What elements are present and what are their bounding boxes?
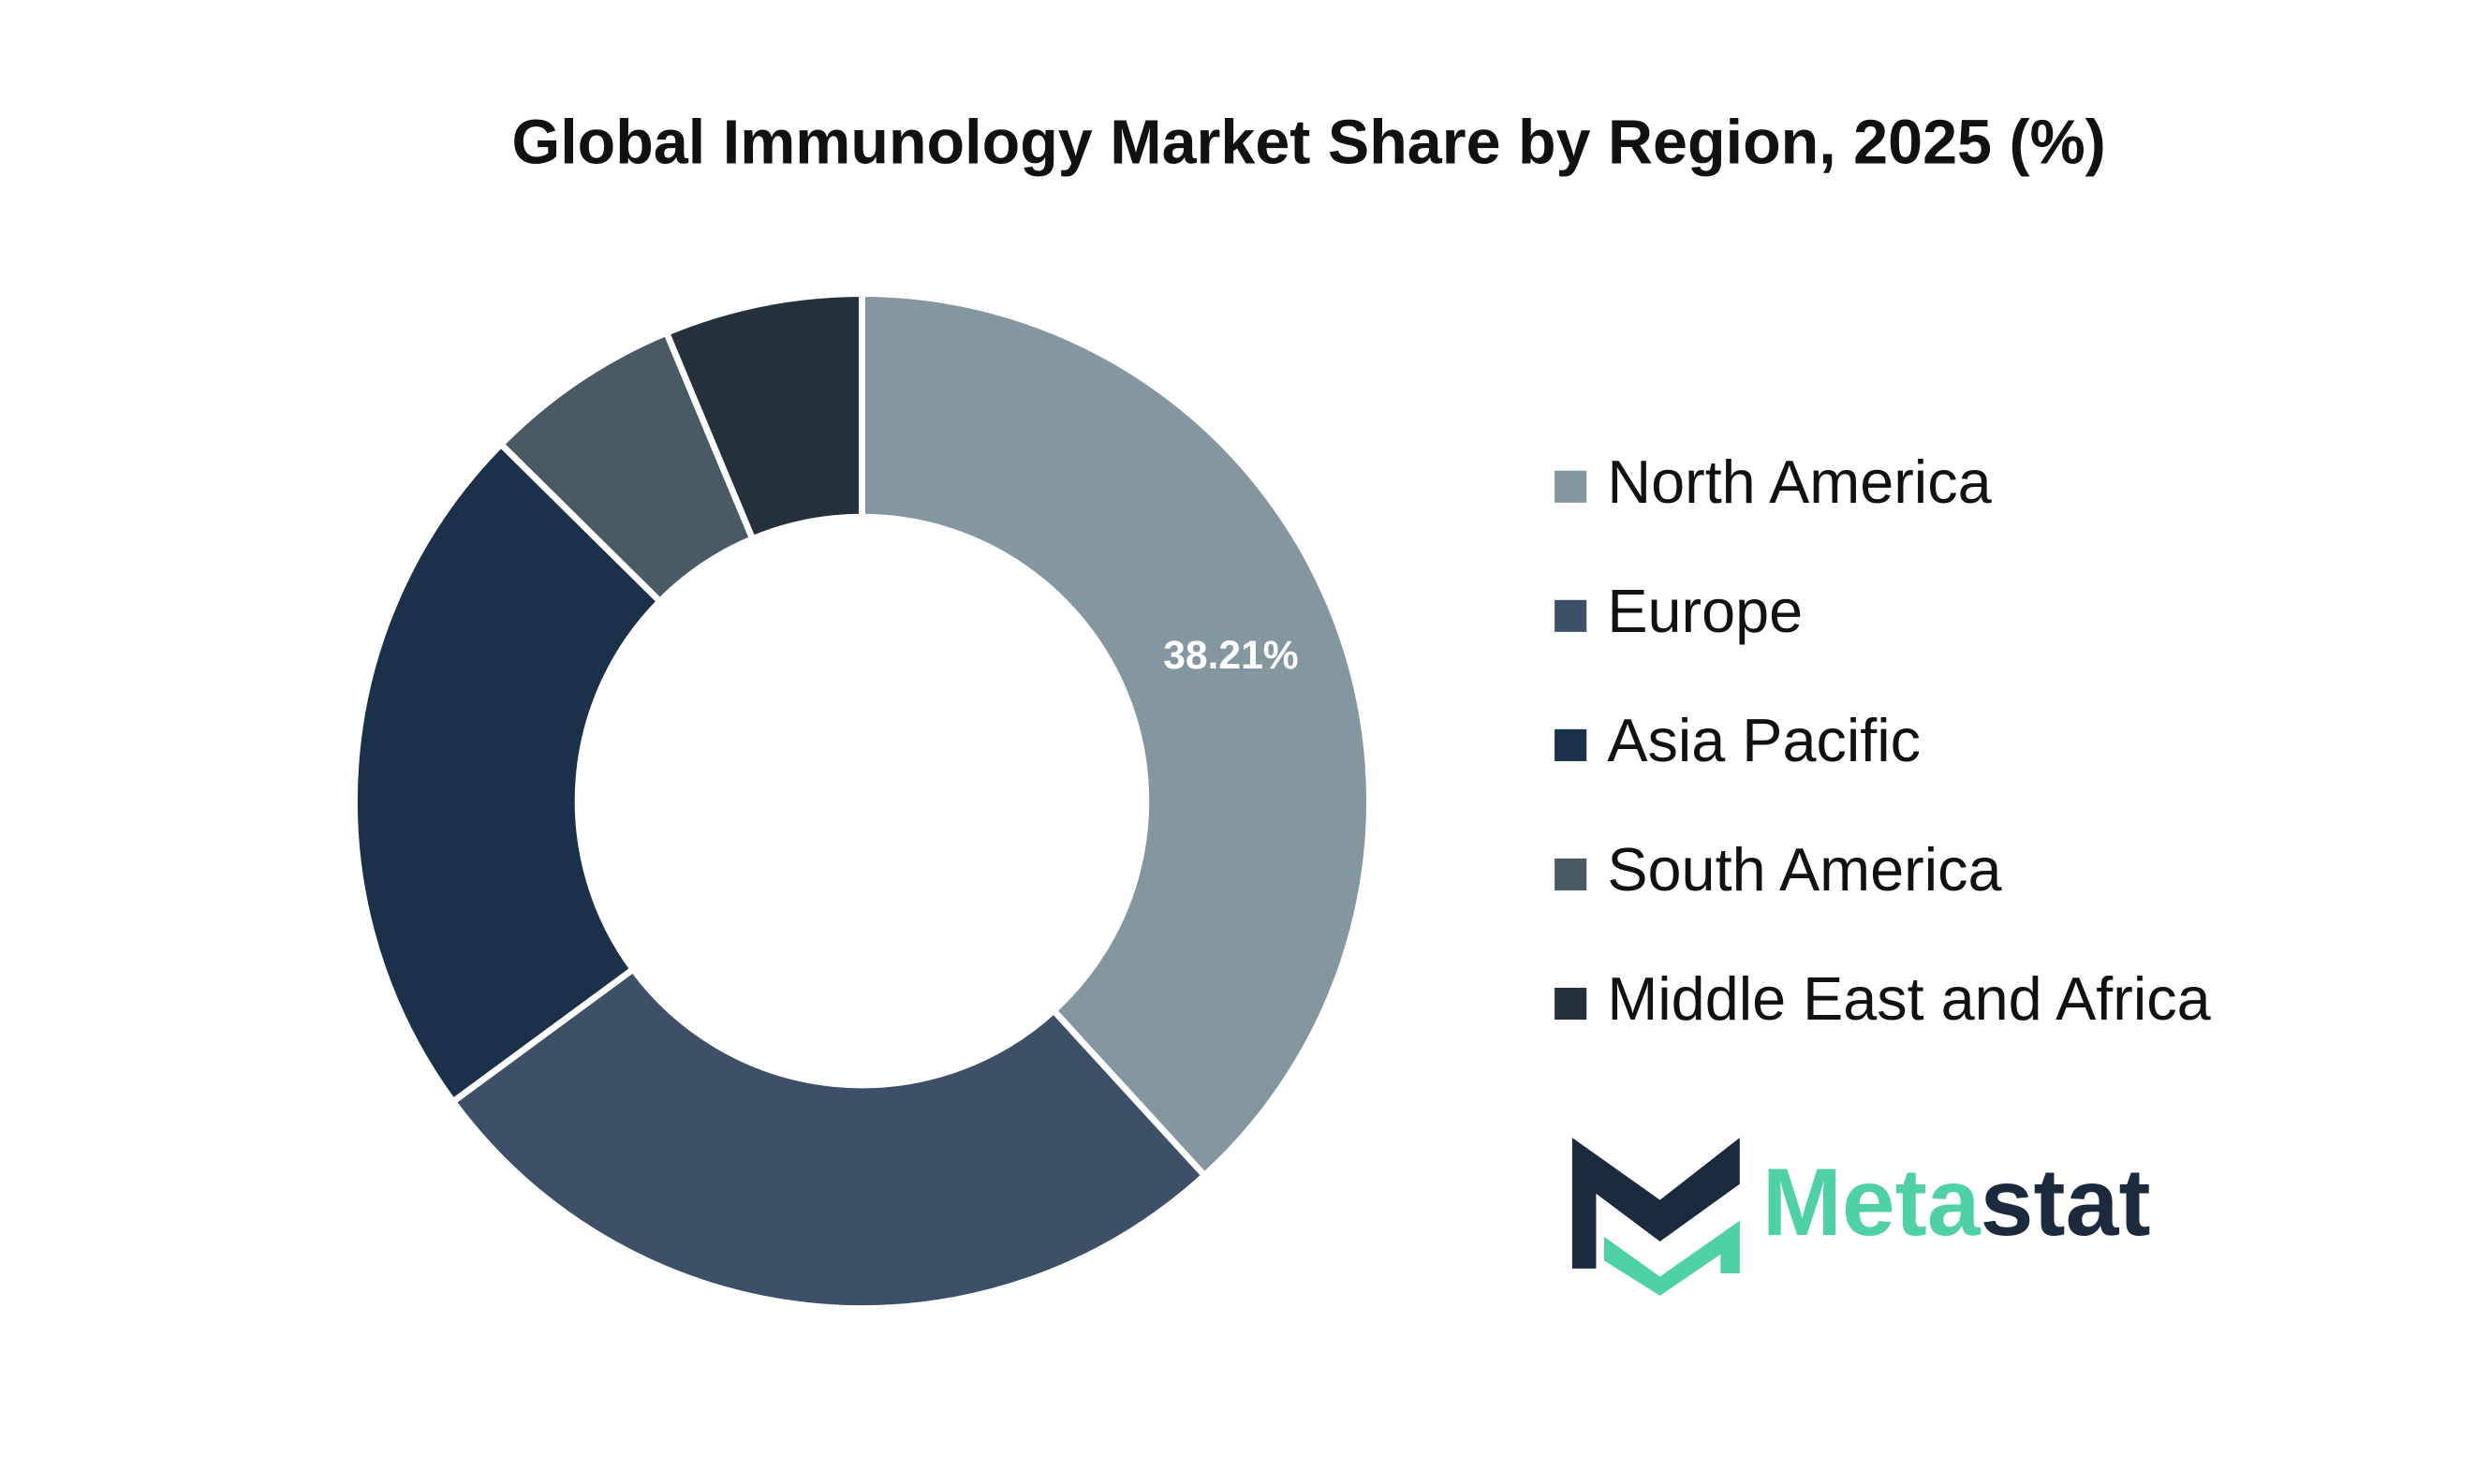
donut-slice [859, 290, 1373, 1181]
donut-slice [662, 290, 865, 544]
data-label: 38.21% [1163, 633, 1298, 678]
legend-swatch [1554, 470, 1587, 503]
logo-part: stat [1981, 1148, 2151, 1256]
legend-label: North America [1607, 448, 1992, 516]
legend-swatch [1554, 599, 1587, 632]
logo: Metastat [1571, 1138, 2151, 1296]
donut-slice [351, 439, 665, 1107]
logo-icon [1603, 1220, 1740, 1296]
logo-icon [1571, 1138, 1740, 1269]
legend-swatch [1554, 858, 1587, 890]
legend-label: Middle East and Africa [1607, 964, 2211, 1033]
legend-label: Asia Pacific [1607, 706, 1921, 774]
legend-swatch [1554, 728, 1587, 761]
chart-title: Global Immunology Market Share by Region… [512, 108, 2106, 177]
donut-slice [449, 964, 1210, 1312]
donut: 38.21% [351, 290, 1373, 1312]
logo-text: Metastat [1762, 1148, 2151, 1256]
legend-label: South America [1607, 835, 2002, 904]
legend: North America Europe Asia Pacific South Ame… [1554, 448, 2212, 1033]
legend-swatch [1554, 987, 1587, 1021]
logo-part: Meta [1762, 1148, 1982, 1256]
legend-label: Europe [1607, 577, 1803, 645]
